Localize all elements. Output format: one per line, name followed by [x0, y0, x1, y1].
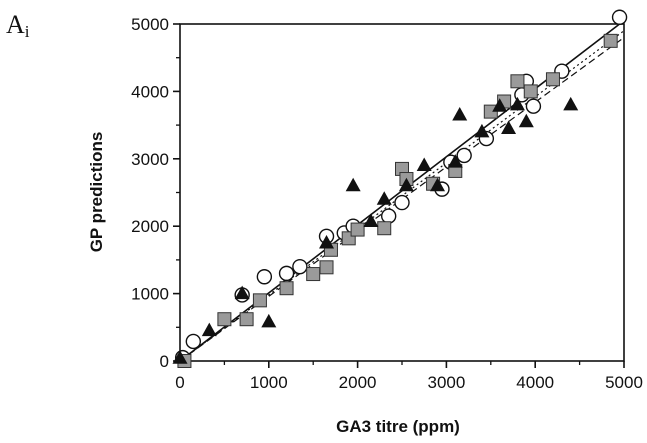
- square-point: [510, 74, 525, 89]
- y-tick-label: 5000: [131, 15, 169, 34]
- circle-point: [456, 147, 472, 164]
- circle-point: [278, 265, 295, 282]
- y-tick-label: 3000: [131, 150, 169, 169]
- triangle-point: [501, 120, 517, 134]
- square-point: [545, 72, 560, 87]
- triangle-point: [363, 213, 379, 227]
- triangle-point: [234, 285, 250, 300]
- triangle-point: [319, 235, 335, 249]
- triangle-point: [398, 177, 414, 192]
- triangle-point: [563, 96, 579, 111]
- triangle-point: [261, 313, 277, 328]
- circle-point: [525, 98, 542, 114]
- triangle-point: [447, 154, 463, 168]
- panel-label: Ai: [6, 10, 30, 41]
- triangle-point: [172, 350, 188, 364]
- x-tick-label: 4000: [516, 373, 554, 392]
- triangle-point: [474, 123, 490, 138]
- square-point: [377, 221, 392, 236]
- square-point: [319, 260, 334, 275]
- circle-point: [380, 208, 397, 224]
- x-tick-label: 5000: [605, 373, 643, 392]
- triangle-point: [416, 157, 432, 172]
- triangle-point: [509, 96, 525, 111]
- square-point: [239, 312, 254, 327]
- square-point: [603, 33, 618, 48]
- triangle-point: [430, 177, 446, 192]
- triangle-point: [345, 177, 361, 192]
- square-point: [306, 267, 321, 282]
- y-tick-label: 4000: [131, 82, 169, 101]
- x-tick-label: 3000: [427, 373, 465, 392]
- triangle-point: [492, 98, 508, 112]
- circle-point: [292, 258, 308, 275]
- x-tick-label: 1000: [250, 373, 288, 392]
- circle-point: [256, 269, 273, 285]
- square-point: [279, 281, 294, 296]
- y-tick-label: 2000: [131, 217, 169, 236]
- panel-label-subscript: i: [25, 22, 30, 41]
- x-tick-label: 0: [175, 373, 184, 392]
- square-point: [252, 293, 267, 308]
- circle-point: [185, 333, 202, 350]
- plot-area: 0 1000 2000 3000 4000 5000 0 1000 2000 3000 4000 50…: [131, 9, 643, 392]
- circle-point: [394, 194, 410, 211]
- x-axis-title: GA3 titre (ppm): [336, 417, 460, 436]
- triangle-point: [376, 191, 392, 205]
- y-tick-label: 1000: [131, 285, 169, 304]
- y-tick-label: 0: [160, 352, 169, 371]
- square-point: [523, 84, 538, 99]
- triangle-point: [452, 106, 468, 121]
- triangle-point: [201, 322, 217, 337]
- y-axis-title: GP predictions: [87, 132, 106, 253]
- square-point: [217, 312, 232, 327]
- x-tick-label: 2000: [339, 373, 377, 392]
- triangle-point: [518, 113, 534, 128]
- circle-point: [611, 9, 628, 25]
- square-point: [350, 222, 365, 237]
